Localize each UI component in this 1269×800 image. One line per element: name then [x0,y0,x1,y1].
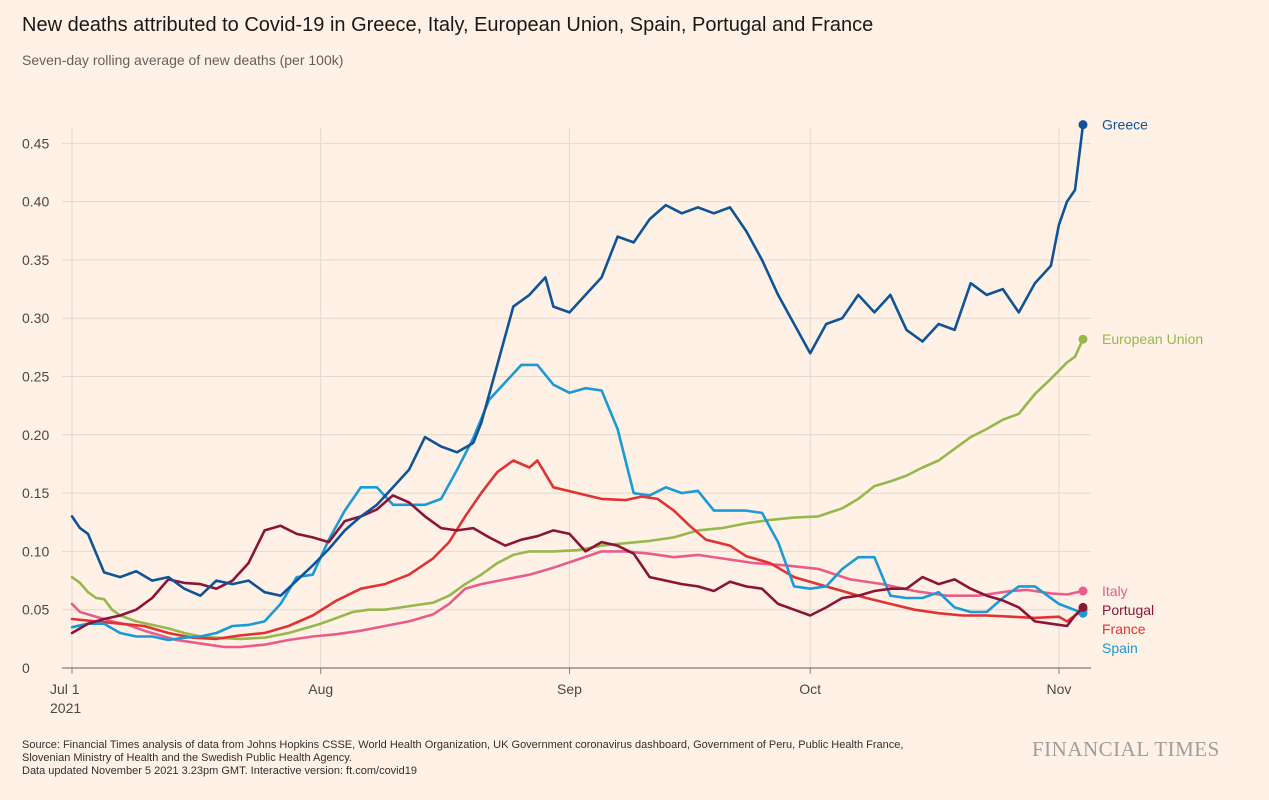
series-label-spain: Spain [1102,640,1138,656]
y-tick-label: 0.05 [22,602,49,618]
series-line-portugal [70,494,1085,635]
chart-grid: 0 0.05 0.10 0.15 0.20 0.25 0.30 0.35 0.40 0.45 Jul… [22,128,1091,716]
series-end-dot-greece [1078,120,1088,130]
x-tick-label: Jul 1 [50,681,80,697]
series-end-dot-european-union [1078,334,1088,344]
chart-series-labels: Greece European Union Italy Portugal France S… [1102,117,1203,656]
x-tick-label: Nov [1046,681,1071,697]
series-label-france: France [1102,621,1146,637]
source-line-3: Data updated November 5 2021 3.23pm GMT.… [22,765,417,777]
y-tick-label: 0.45 [22,135,49,151]
chart-series [70,120,1088,649]
series-label-greece: Greece [1102,117,1148,133]
x-tick-label: Sep [557,681,582,697]
series-label-european-union: European Union [1102,331,1203,347]
chart-subtitle: Seven-day rolling average of new deaths … [22,52,344,68]
chart-title: New deaths attributed to Covid-19 in Gre… [22,14,874,36]
y-tick-label: 0.25 [22,369,49,385]
source-line-1: Source: Financial Times analysis of data… [22,739,904,751]
ft-logo: FINANCIAL TIMES [1032,737,1220,761]
series-line-european-union [70,337,1085,641]
series-end-dot-italy [1078,586,1088,596]
x-tick-label: Aug [308,681,333,697]
y-tick-label: 0.15 [22,485,49,501]
y-tick-label: 0.10 [22,543,49,559]
series-label-italy: Italy [1102,583,1128,599]
x-tick-sublabel: 2021 [50,700,81,716]
series-label-portugal: Portugal [1102,602,1154,618]
x-tick-label: Oct [799,681,821,697]
source-note: Source: Financial Times analysis of data… [22,739,1022,778]
y-tick-label: 0 [22,660,30,676]
series-line-italy [70,550,1085,649]
y-tick-label: 0.35 [22,252,49,268]
series-line-greece [70,123,1085,597]
series-line-france [70,459,1085,641]
series-end-dot-portugal [1078,602,1088,612]
y-tick-label: 0.30 [22,310,49,326]
y-tick-label: 0.20 [22,427,49,443]
y-tick-label: 0.40 [22,194,49,210]
source-line-2: Slovenian Ministry of Health and the Swe… [22,752,352,764]
series-line-spain [70,363,1085,642]
